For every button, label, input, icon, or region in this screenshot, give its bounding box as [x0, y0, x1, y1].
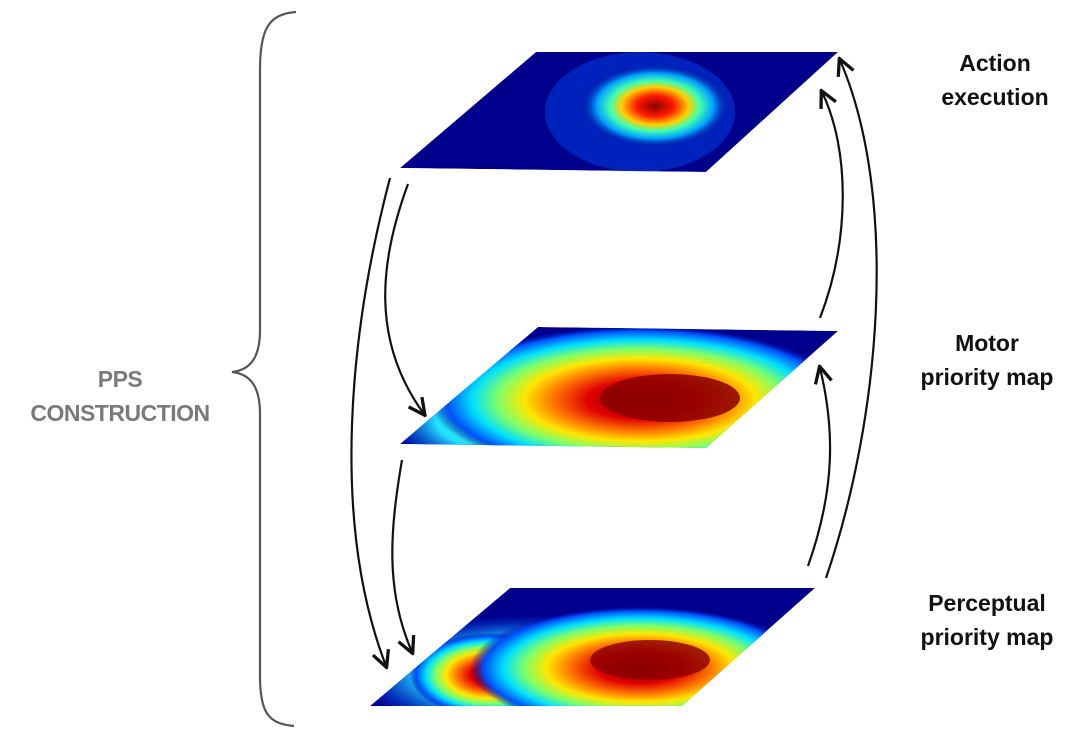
motor-priority-map [400, 327, 838, 448]
arrow-motor-to-perceptual [391, 459, 412, 652]
action-label-line1: Action [959, 50, 1031, 76]
arrow-motor-to-action [818, 92, 844, 319]
action-execution-label: Action execution [905, 46, 1067, 114]
pps-construction-label: PPS CONSTRUCTION [0, 362, 240, 430]
pps-label-line2: CONSTRUCTION [30, 400, 210, 426]
motor-label-line2: priority map [920, 364, 1054, 390]
arrow-perceptual-to-motor [806, 368, 830, 567]
action-label-line2: execution [941, 84, 1049, 110]
motor-label-line1: Motor [955, 330, 1019, 356]
action-execution-map [400, 52, 838, 172]
arrow-action-to-motor [384, 183, 424, 414]
arrow-action-to-perceptual [350, 177, 392, 666]
arrow-perceptual-to-action [824, 60, 878, 579]
perceptual-label-line2: priority map [920, 624, 1054, 650]
perceptual-priority-map [370, 588, 815, 706]
pps-label-line1: PPS [97, 366, 143, 392]
pps-brace [231, 10, 297, 728]
perceptual-priority-label: Perceptual priority map [897, 586, 1067, 654]
motor-priority-label: Motor priority map [897, 326, 1067, 394]
perceptual-label-line1: Perceptual [928, 590, 1046, 616]
